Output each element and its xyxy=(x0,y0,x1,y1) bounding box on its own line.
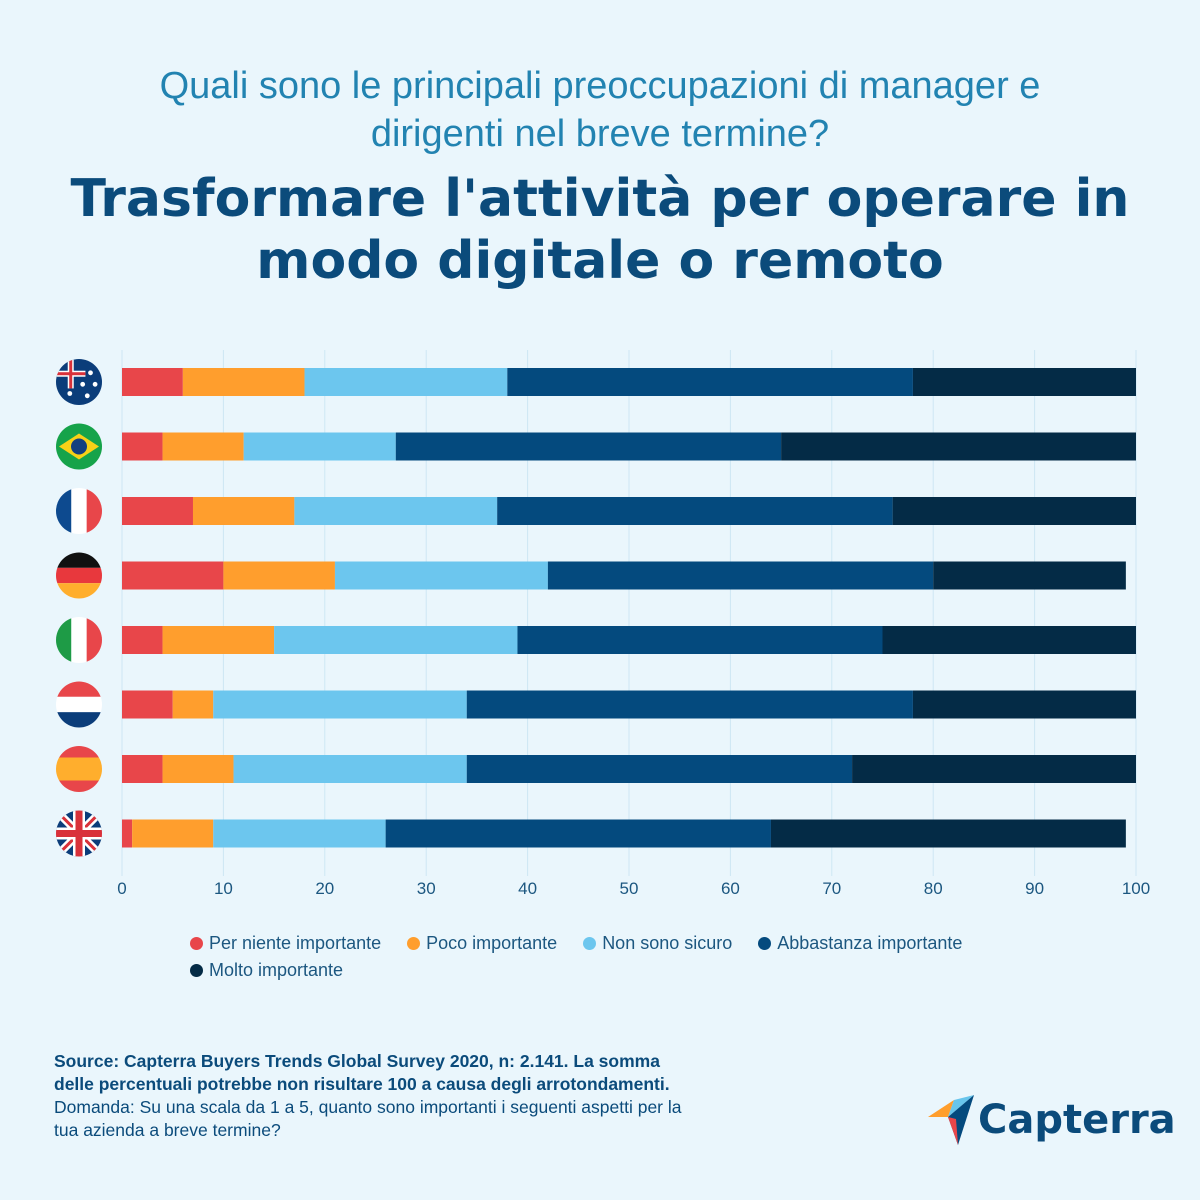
chart-legend: Per niente importante Poco importante Non … xyxy=(190,930,1090,984)
bar-segment xyxy=(912,368,1136,396)
legend-dot-icon xyxy=(758,937,772,950)
bar-segment xyxy=(122,626,163,654)
logo-text: Capterra xyxy=(978,1097,1176,1143)
bar-segment xyxy=(182,368,305,396)
italy-flag-icon xyxy=(56,617,102,663)
bar-segment xyxy=(122,690,173,719)
legend-item: Non sono sicuro xyxy=(583,930,732,957)
x-tick-label: 10 xyxy=(214,879,233,898)
bar-segment xyxy=(274,626,518,654)
x-tick-label: 0 xyxy=(117,879,126,898)
bar-segment xyxy=(852,755,1136,783)
bar-segment xyxy=(466,755,853,783)
legend-label: Per niente importante xyxy=(209,933,382,953)
stacked-bar-chart: 0 10 20 30 40 50 60 70 80 90 100 xyxy=(56,350,1150,898)
chart-subtitle: Quali sono le principali preoccupazioni … xyxy=(0,62,1200,158)
bar-segment xyxy=(213,819,386,848)
bar-segment xyxy=(517,626,883,654)
title-line-1: Trasformare l'attività per operare in xyxy=(70,169,1130,229)
x-tick-label: 90 xyxy=(1025,879,1044,898)
bar-segment xyxy=(770,819,1126,848)
x-tick-label: 60 xyxy=(721,879,740,898)
x-tick-label: 80 xyxy=(924,879,943,898)
germany-flag-icon xyxy=(56,552,102,599)
legend-item: Per niente importante xyxy=(190,930,381,957)
bar-segment xyxy=(213,690,467,719)
legend-item: Abbastanza importante xyxy=(758,930,962,957)
source-line-2: delle percentuali potrebbe non risultare… xyxy=(54,1074,670,1094)
bar-segment xyxy=(294,497,498,525)
x-tick-label: 30 xyxy=(417,879,436,898)
x-tick-label: 50 xyxy=(620,879,639,898)
bar-segment xyxy=(233,755,467,783)
bar-segment xyxy=(122,432,163,461)
bar-segment xyxy=(162,626,275,654)
bar-segment xyxy=(507,368,913,396)
bar-segment xyxy=(395,432,782,461)
x-tick-label: 40 xyxy=(518,879,537,898)
bar-segment xyxy=(781,432,1136,461)
capterra-logo: Capterra xyxy=(928,1092,1176,1148)
bar-segment xyxy=(547,561,934,590)
bar-segment xyxy=(882,626,1136,654)
legend-dot-icon xyxy=(583,937,597,950)
capterra-logo-icon xyxy=(928,1095,974,1145)
france-flag-icon xyxy=(56,488,102,534)
bar-segment xyxy=(933,561,1126,590)
legend-label: Poco importante xyxy=(426,933,558,953)
bar-segment xyxy=(172,690,214,719)
uk-flag-icon xyxy=(56,810,102,857)
australia-flag-icon xyxy=(56,359,102,405)
question-line-2: tua azienda a breve termine? xyxy=(54,1120,281,1140)
question-line-1: Domanda: Su una scala da 1 a 5, quanto s… xyxy=(54,1097,682,1117)
spain-flag-icon xyxy=(56,746,102,792)
bar-segment xyxy=(162,755,234,783)
bar-segment xyxy=(122,819,133,848)
bar-segment xyxy=(466,690,913,719)
bar-segment xyxy=(912,690,1136,719)
bar-segment xyxy=(223,561,335,590)
netherlands-flag-icon xyxy=(56,681,102,728)
legend-label: Abbastanza importante xyxy=(777,933,963,953)
legend-dot-icon xyxy=(190,937,203,950)
bar-segment xyxy=(304,368,508,396)
bar-segment xyxy=(243,432,396,461)
chart-title: Trasformare l'attività per operare in mo… xyxy=(0,168,1200,292)
title-line-2: modo digitale o remoto xyxy=(256,231,944,291)
bar-segment xyxy=(162,432,244,461)
x-tick-label: 20 xyxy=(315,879,334,898)
bar-segment xyxy=(385,819,771,848)
bar-segment xyxy=(892,497,1136,525)
x-tick-label: 100 xyxy=(1122,879,1150,898)
bar-segment xyxy=(122,368,183,396)
legend-dot-icon xyxy=(190,964,203,977)
legend-item: Molto importante xyxy=(190,957,343,984)
bar-segment xyxy=(497,497,893,525)
footer-note: Source: Capterra Buyers Trends Global Su… xyxy=(54,1050,834,1142)
bar-segment xyxy=(122,561,224,590)
legend-dot-icon xyxy=(407,937,421,950)
x-tick-label: 70 xyxy=(822,879,841,898)
bar-segment xyxy=(132,819,214,848)
subtitle-line-2: dirigenti nel breve termine? xyxy=(370,113,830,155)
bar-segment xyxy=(122,755,163,783)
legend-item: Poco importante xyxy=(407,930,557,957)
legend-label: Non sono sicuro xyxy=(602,933,733,953)
source-line-1: Source: Capterra Buyers Trends Global Su… xyxy=(54,1051,660,1071)
subtitle-line-1: Quali sono le principali preoccupazioni … xyxy=(159,65,1041,107)
bar-segment xyxy=(122,497,193,525)
legend-label: Molto importante xyxy=(209,960,344,980)
bar-segment xyxy=(334,561,548,590)
brazil-flag-icon xyxy=(56,423,102,470)
bar-segment xyxy=(192,497,295,525)
